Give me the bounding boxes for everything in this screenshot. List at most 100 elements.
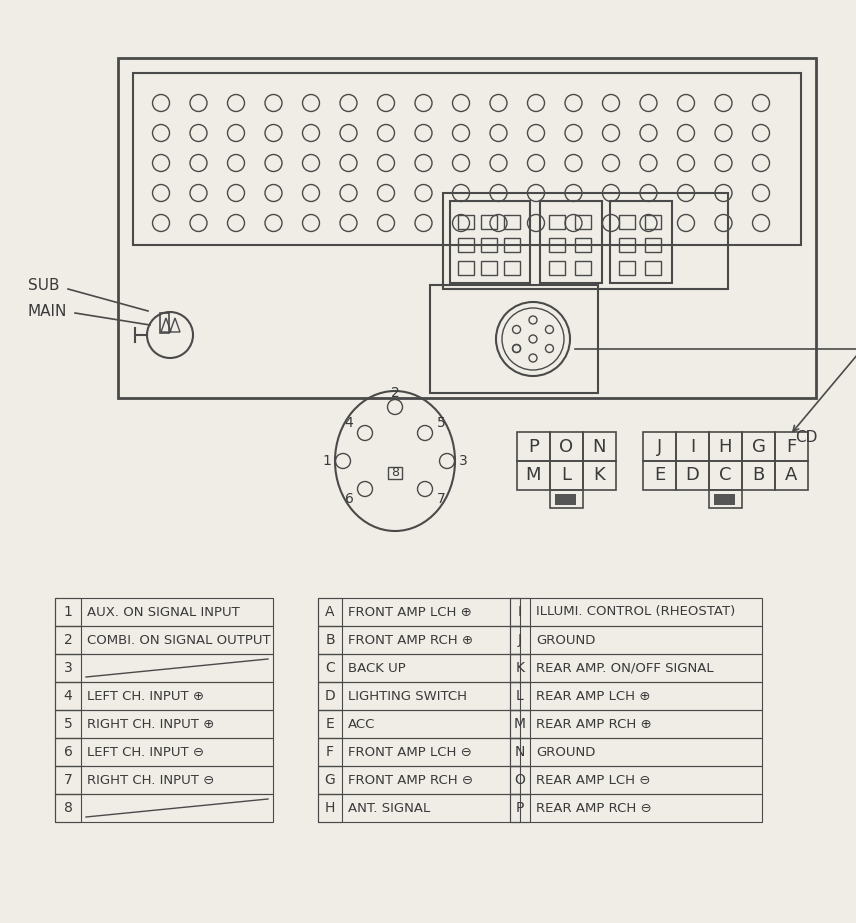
Bar (481, 238, 497, 252)
Text: FRONT AMP RCH ⊖: FRONT AMP RCH ⊖ (348, 773, 473, 786)
Bar (55, 794, 81, 822)
Bar (55, 626, 81, 654)
Bar (510, 794, 530, 822)
Text: REAR AMP. ON/OFF SIGNAL: REAR AMP. ON/OFF SIGNAL (536, 662, 714, 675)
Bar (133, 73, 801, 245)
Bar (510, 738, 530, 766)
Bar (643, 461, 676, 490)
Bar (645, 215, 661, 229)
Bar (645, 261, 661, 275)
Bar (55, 766, 273, 794)
Bar (676, 432, 709, 461)
Text: 5: 5 (437, 416, 445, 430)
Bar (55, 766, 81, 794)
Text: L: L (562, 466, 572, 485)
Text: 7: 7 (63, 773, 73, 787)
Bar (318, 682, 520, 710)
Text: I: I (690, 438, 695, 455)
Bar (160, 313, 169, 333)
Text: M: M (526, 466, 541, 485)
Bar (709, 432, 742, 461)
Bar (619, 238, 635, 252)
Text: L: L (516, 689, 524, 703)
Bar (676, 461, 709, 490)
Bar (55, 710, 81, 738)
Text: N: N (514, 745, 526, 759)
Bar (510, 738, 762, 766)
Text: M: M (514, 717, 526, 731)
Bar (575, 215, 591, 229)
Text: REAR AMP LCH ⊖: REAR AMP LCH ⊖ (536, 773, 651, 786)
Text: 6: 6 (63, 745, 73, 759)
Bar (55, 654, 273, 682)
Text: K: K (515, 661, 525, 675)
Bar (775, 432, 808, 461)
Bar (504, 238, 520, 252)
Bar (714, 494, 735, 505)
Bar (458, 238, 474, 252)
Text: E: E (654, 466, 665, 485)
Bar (55, 738, 273, 766)
Bar (742, 461, 775, 490)
Bar (318, 710, 520, 738)
Text: J: J (518, 633, 522, 647)
Bar (510, 766, 762, 794)
Bar (510, 626, 530, 654)
Bar (550, 432, 583, 461)
Bar (709, 461, 742, 490)
Bar (709, 490, 742, 508)
Bar (549, 238, 565, 252)
Text: RIGHT CH. INPUT ⊖: RIGHT CH. INPUT ⊖ (87, 773, 214, 786)
Bar (318, 794, 342, 822)
Bar (510, 654, 762, 682)
Bar (55, 710, 273, 738)
Text: 3: 3 (63, 661, 73, 675)
Bar (775, 461, 808, 490)
Bar (481, 215, 497, 229)
Text: 6: 6 (345, 492, 354, 506)
Bar (450, 201, 530, 283)
Bar (550, 461, 583, 490)
Text: G: G (324, 773, 336, 787)
Text: 3: 3 (459, 454, 467, 468)
Bar (517, 461, 550, 490)
Bar (458, 215, 474, 229)
Bar (430, 285, 598, 393)
Text: H: H (324, 801, 336, 815)
Bar (550, 490, 583, 508)
Bar (318, 626, 342, 654)
Bar (583, 432, 616, 461)
Text: GROUND: GROUND (536, 746, 596, 759)
Bar (318, 738, 342, 766)
Text: REAR AMP RCH ⊕: REAR AMP RCH ⊕ (536, 717, 651, 730)
Bar (318, 598, 520, 626)
Text: FRONT AMP RCH ⊕: FRONT AMP RCH ⊕ (348, 633, 473, 646)
Text: 1: 1 (323, 454, 331, 468)
Text: K: K (593, 466, 605, 485)
Text: 2: 2 (63, 633, 73, 647)
Bar (645, 238, 661, 252)
Bar (55, 598, 273, 626)
Bar (575, 261, 591, 275)
Bar (318, 766, 520, 794)
Bar (510, 794, 762, 822)
Text: J: J (657, 438, 663, 455)
Text: I: I (518, 605, 522, 619)
Text: REAR AMP LCH ⊕: REAR AMP LCH ⊕ (536, 689, 651, 702)
Bar (318, 710, 342, 738)
Bar (318, 766, 342, 794)
Text: A: A (325, 605, 335, 619)
Text: C: C (719, 466, 732, 485)
Text: 4: 4 (63, 689, 73, 703)
Text: LEFT CH. INPUT ⊕: LEFT CH. INPUT ⊕ (87, 689, 204, 702)
Bar (443, 193, 728, 289)
Bar (510, 598, 762, 626)
Bar (619, 215, 635, 229)
Bar (549, 215, 565, 229)
Text: REAR AMP RCH ⊖: REAR AMP RCH ⊖ (536, 801, 651, 814)
Text: F: F (787, 438, 797, 455)
Text: O: O (514, 773, 526, 787)
Bar (555, 494, 576, 505)
Text: LIGHTING SWITCH: LIGHTING SWITCH (348, 689, 467, 702)
Bar (318, 654, 342, 682)
